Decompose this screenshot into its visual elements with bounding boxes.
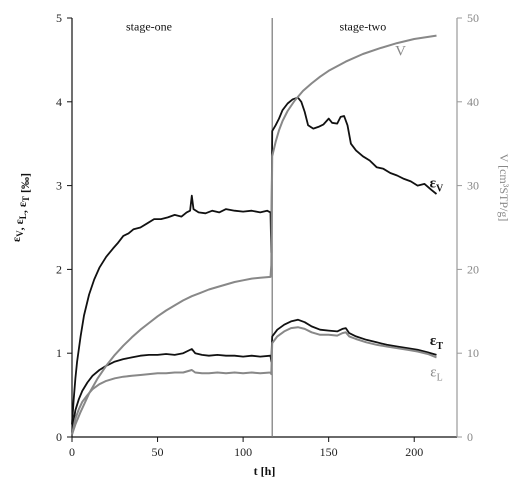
right-y-axis-title: V [cm³STP/g] bbox=[497, 154, 511, 222]
stage-annotation: stage-one bbox=[126, 19, 172, 33]
plot-frame bbox=[71, 18, 458, 438]
x-tick-label: 150 bbox=[320, 445, 338, 459]
x-tick-label: 50 bbox=[152, 445, 164, 459]
right-y-axis-ticks: 0 10 20 30 40 50 bbox=[457, 11, 479, 444]
x-tick-label: 200 bbox=[405, 445, 423, 459]
series-line-V bbox=[71, 34, 437, 435]
left-y-tick-label: 1 bbox=[56, 346, 62, 360]
series-line-εV bbox=[71, 96, 438, 425]
stage-annotations: stage-one stage-two bbox=[126, 19, 386, 33]
series-line-εT bbox=[71, 318, 437, 433]
left-y-axis-title-part: [‰] bbox=[18, 173, 32, 196]
right-y-tick-label: 30 bbox=[467, 179, 479, 193]
x-axis-title: t [h] bbox=[254, 464, 276, 478]
series-label-V: V bbox=[395, 44, 406, 60]
x-axis-ticks: 0 50 100 150 200 bbox=[69, 437, 423, 459]
series-label-εV: εV bbox=[430, 175, 444, 194]
stage-annotation: stage-two bbox=[340, 19, 387, 33]
right-y-tick-label: 10 bbox=[467, 346, 479, 360]
x-tick-label: 100 bbox=[234, 445, 252, 459]
left-y-axis-ticks: 0 1 2 3 4 5 bbox=[56, 11, 72, 444]
right-y-tick-label: 40 bbox=[467, 95, 479, 109]
series-label-εT: εT bbox=[430, 333, 443, 352]
left-y-tick-label: 3 bbox=[56, 179, 62, 193]
right-y-tick-label: 0 bbox=[467, 430, 473, 444]
left-y-axis-title-subscript: V bbox=[15, 230, 25, 237]
chart-labels: t [h] εV, εL, εT [‰] V [cm³STP/g] bbox=[9, 154, 511, 478]
series-line-εL bbox=[71, 326, 437, 435]
left-y-axis-title: εV, εL, εT [‰] bbox=[9, 173, 32, 242]
right-y-tick-label: 50 bbox=[467, 11, 479, 25]
left-y-tick-label: 2 bbox=[56, 262, 62, 276]
left-y-axis-title-subscript: T bbox=[21, 196, 31, 202]
series-labels: εV εT εL V bbox=[395, 44, 444, 384]
left-y-axis-title-part: ε bbox=[9, 237, 23, 242]
left-y-tick-label: 0 bbox=[56, 430, 62, 444]
series-label-εL: εL bbox=[430, 365, 442, 384]
left-y-tick-label: 4 bbox=[56, 95, 62, 109]
left-y-tick-label: 5 bbox=[56, 11, 62, 25]
left-y-axis-title-subscript: L bbox=[18, 213, 28, 219]
left-y-axis-title-part: , ε bbox=[15, 202, 29, 213]
series-lines bbox=[71, 34, 438, 435]
right-y-tick-label: 20 bbox=[467, 262, 479, 276]
left-y-axis-title-part: , ε bbox=[12, 219, 26, 230]
x-tick-label: 0 bbox=[69, 445, 75, 459]
